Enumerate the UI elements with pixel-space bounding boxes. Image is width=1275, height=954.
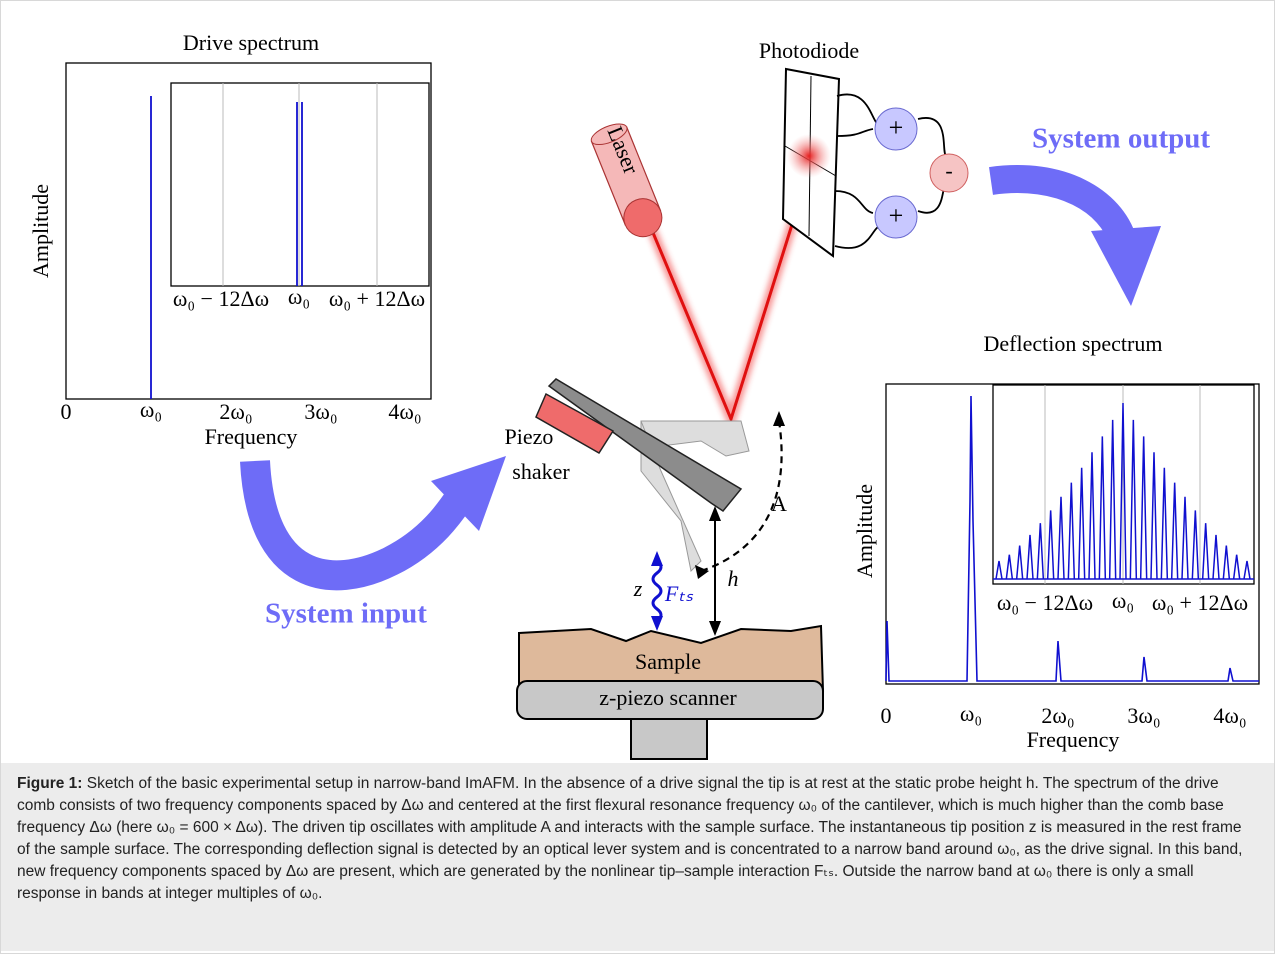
laser-beam	[646, 196, 801, 419]
arrowhead	[709, 621, 721, 636]
piezo-label: shaker	[512, 459, 570, 484]
arrowhead	[651, 551, 663, 566]
sample-label: Sample	[635, 649, 701, 674]
axis-label: Amplitude	[852, 484, 877, 578]
tick-label: 3ω₀	[1127, 703, 1160, 728]
tick-label: 2ω₀	[219, 399, 252, 424]
position-label: z	[633, 576, 643, 601]
tick-label: ω₀	[960, 701, 982, 726]
scanner-base	[631, 719, 707, 759]
caption: Figure 1: Sketch of the basic experiment…	[1, 763, 1274, 951]
tick-label: 2ω₀	[1041, 703, 1074, 728]
laser-beam-glow	[646, 196, 801, 419]
arrowhead	[773, 411, 785, 426]
arrowhead	[695, 565, 709, 579]
force-label: Fₜₛ	[664, 581, 694, 606]
tick-label: ω₀	[140, 397, 162, 422]
tick-label: ω₀ + 12Δω	[1152, 590, 1248, 615]
axis-label: Amplitude	[28, 184, 53, 278]
tick-label: ω₀	[288, 284, 310, 309]
tick-label: 3ω₀	[304, 399, 337, 424]
plot-title: Deflection spectrum	[984, 331, 1163, 356]
operator: +	[889, 113, 904, 142]
system-output: System output	[1032, 123, 1210, 155]
figure: Drive spectrum Amplitude Frequency 0 ω₀ …	[0, 0, 1275, 954]
axis-label: Frequency	[1027, 727, 1120, 752]
piezo-label: Piezo	[505, 424, 554, 449]
output-arrowhead	[1091, 226, 1161, 306]
tick-label: ω₀	[1112, 588, 1134, 613]
caption-text: Sketch of the basic experimental setup i…	[17, 775, 1242, 902]
arrowhead	[651, 616, 663, 631]
laser-spot	[787, 134, 831, 178]
force-spring	[653, 561, 661, 621]
tick-label: ω₀ − 12Δω	[173, 286, 269, 311]
inset-frame	[171, 83, 429, 286]
photodiode-label: Photodiode	[759, 38, 859, 63]
tick-label: ω₀ + 12Δω	[329, 286, 425, 311]
height-label: h	[728, 566, 739, 591]
operator: +	[889, 201, 904, 230]
tick-label: 0	[61, 399, 72, 424]
tick-label: 0	[881, 703, 892, 728]
axis-label: Frequency	[205, 424, 298, 449]
scanner-label: z-piezo scanner	[599, 685, 737, 710]
tick-label: ω₀ − 12Δω	[997, 590, 1093, 615]
diagram: Drive spectrum Amplitude Frequency 0 ω₀ …	[1, 1, 1274, 761]
caption-label: Figure 1:	[17, 775, 82, 792]
tick-label: 4ω₀	[388, 399, 421, 424]
tick-label: 4ω₀	[1213, 703, 1246, 728]
operator: -	[945, 158, 952, 183]
plot-title: Drive spectrum	[183, 30, 319, 55]
amplitude-label: A	[771, 491, 787, 516]
system-input: System input	[265, 598, 427, 630]
input-arrow	[255, 461, 461, 575]
